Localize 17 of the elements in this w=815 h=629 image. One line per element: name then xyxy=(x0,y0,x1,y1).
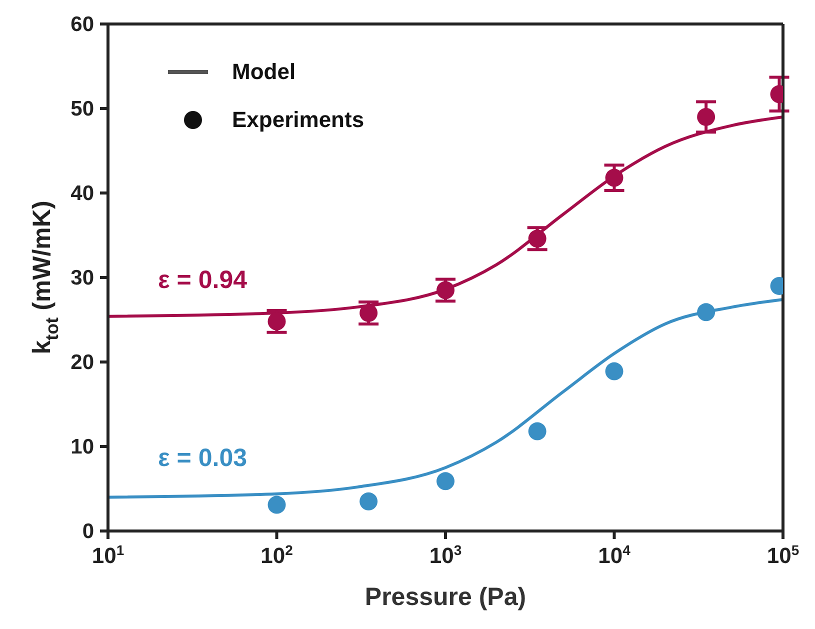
x-tick-label: 10$^{4}$ xyxy=(598,542,631,568)
y-tick-label: 50 xyxy=(70,98,94,120)
x-axis-title: Pressure (Pa) xyxy=(364,583,526,611)
y-tick-label: 30 xyxy=(70,266,94,290)
y-tick-label: 0 xyxy=(82,520,94,543)
x-tick-label: 10$^{3}$ xyxy=(429,542,462,568)
annotation: ε = 0.03 xyxy=(158,444,248,473)
annotation: Model xyxy=(232,59,296,85)
y-tick-label: 40 xyxy=(70,182,94,205)
annotation: ε = 0.94 xyxy=(158,266,248,295)
annotation: Experiments xyxy=(232,107,364,133)
x-tick-label: 10$^{5}$ xyxy=(766,542,800,568)
y-tick-label: 60 xyxy=(70,13,94,36)
y-tick-label: 20 xyxy=(70,351,94,374)
x-tick-label: 10$^{2}$ xyxy=(260,542,294,568)
x-tick-label: 10$^{1}$ xyxy=(92,542,124,568)
y-tick-label: 10 xyxy=(70,436,94,458)
